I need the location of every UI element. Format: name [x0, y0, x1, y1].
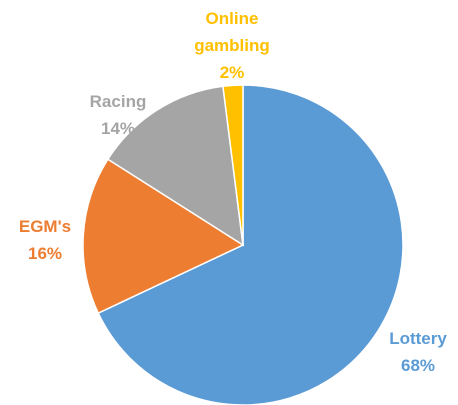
- slice-label: EGM's 16%: [0, 213, 100, 267]
- value-label: 2%: [219, 63, 245, 82]
- pie-slice: [97, 84, 404, 405]
- category-name: Online gambling: [194, 9, 270, 55]
- category-name: Lottery: [389, 329, 447, 348]
- slice-label: Online gambling 2%: [192, 5, 272, 86]
- value-label: 16%: [27, 244, 63, 263]
- slice-label: Lottery 68%: [363, 325, 458, 379]
- pie-slice: [106, 85, 244, 247]
- pie-slice: [222, 84, 244, 246]
- value-label: 14%: [100, 119, 136, 138]
- category-name: EGM's: [18, 217, 72, 236]
- value-label: 68%: [400, 356, 436, 375]
- category-name: Racing: [89, 92, 147, 111]
- pie-slice: [82, 158, 245, 315]
- slice-label: Racing 14%: [63, 88, 173, 142]
